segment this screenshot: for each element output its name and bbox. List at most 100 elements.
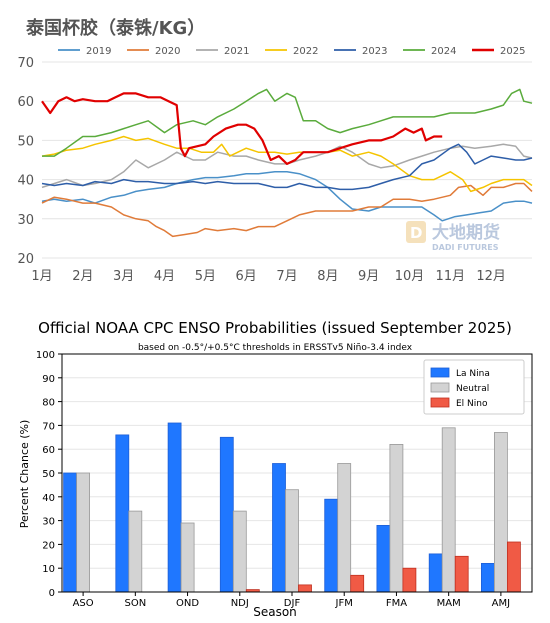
x-tick-label: 2月 xyxy=(72,269,93,284)
x-tick-label: FMA xyxy=(386,598,407,609)
bar-neutral xyxy=(493,432,508,593)
bar-la-nina xyxy=(63,472,77,593)
x-tick-label: MAM xyxy=(437,598,461,609)
enso-probability-chart: Official NOAA CPC ENSO Probabilities (is… xyxy=(18,319,533,619)
legend-label: 2023 xyxy=(362,46,387,57)
bar-neutral xyxy=(337,463,352,593)
y-tick-label: 100 xyxy=(36,350,55,361)
chart-subtitle: based on -0.5°/+0.5°C thresholds in ERSS… xyxy=(138,343,413,353)
x-tick-label: 12月 xyxy=(476,269,506,284)
series-line-2022 xyxy=(41,135,533,193)
legend-label: Neutral xyxy=(456,384,489,394)
y-tick-label: 70 xyxy=(42,421,55,432)
legend-label: El Nino xyxy=(456,399,488,409)
x-tick-label: OND xyxy=(176,598,199,609)
legend-swatch xyxy=(430,397,450,408)
legend-label: 2022 xyxy=(293,46,318,57)
y-tick-label: 20 xyxy=(17,252,34,267)
bar-el-nino xyxy=(298,584,312,593)
series-line-2024 xyxy=(42,88,533,157)
bar-la-nina xyxy=(115,434,130,593)
legend: 2019 2020 2021 2022 2023 2024 2025 xyxy=(58,46,525,57)
chart-title: Official NOAA CPC ENSO Probabilities (is… xyxy=(38,319,512,337)
y-tick-label: 40 xyxy=(17,174,34,189)
bars xyxy=(63,422,521,593)
bar-la-nina xyxy=(219,436,234,593)
legend-swatch xyxy=(430,367,450,378)
x-tick-label: 11月 xyxy=(436,269,466,284)
thai-cup-lump-price-chart: 泰国杯胶（泰铢/KG） 2019 2020 2021 2022 2023 2024 2025… xyxy=(17,17,533,284)
bar-neutral xyxy=(441,427,456,593)
legend: La Nina Neutral El Nino xyxy=(423,359,525,415)
bar-neutral xyxy=(128,510,143,593)
bar-la-nina xyxy=(324,498,339,593)
bar-el-nino xyxy=(454,555,469,593)
series-line-2020 xyxy=(41,182,533,238)
series-line-2019 xyxy=(41,171,533,222)
y-tick-label: 30 xyxy=(42,517,55,528)
x-tick-label: ASO xyxy=(73,598,94,609)
bar-neutral xyxy=(76,472,90,593)
watermark: D 大地期货 DADI FUTURES xyxy=(406,221,500,252)
bar-neutral xyxy=(232,510,247,593)
bar-la-nina xyxy=(376,524,391,593)
bar-la-nina xyxy=(428,553,443,593)
legend-label: 2019 xyxy=(86,46,111,57)
bar-la-nina xyxy=(272,463,286,593)
y-tick-label: 40 xyxy=(42,493,55,504)
x-tick-labels: 1月 2月 3月 4月 5月 6月 7月 8月 9月 10月 11月 12月 xyxy=(31,269,506,284)
y-tick-label: 20 xyxy=(42,540,55,551)
legend-label: 2021 xyxy=(224,46,249,57)
x-tick-label: 1月 xyxy=(31,269,52,284)
y-tick-label: 30 xyxy=(17,213,34,228)
x-tick-label: AMJ xyxy=(492,598,510,609)
bar-la-nina xyxy=(480,562,495,593)
watermark-cn: 大地期货 xyxy=(432,222,500,243)
x-tick-label: JFM xyxy=(335,598,353,609)
x-tick-label: 10月 xyxy=(395,269,425,284)
legend-label: 2024 xyxy=(431,46,456,57)
bar-el-nino xyxy=(350,574,365,593)
y-tick-label: 60 xyxy=(17,95,34,110)
series-line-2025 xyxy=(41,92,443,165)
y-axis-label: Percent Chance (%) xyxy=(18,420,31,529)
series-line-2021 xyxy=(41,143,533,189)
x-tick-label: 3月 xyxy=(113,269,134,284)
watermark-logo-letter: D xyxy=(410,224,422,242)
x-axis-label: Season xyxy=(253,605,297,619)
bar-el-nino xyxy=(402,567,417,593)
legend-label: La Nina xyxy=(456,369,490,379)
x-tick-label: DJF xyxy=(284,598,301,609)
x-tick-label: NDJ xyxy=(231,598,249,609)
bar-neutral xyxy=(389,443,404,593)
legend-label: 2025 xyxy=(500,46,525,57)
bar-el-nino xyxy=(506,541,521,593)
x-tick-label: 5月 xyxy=(195,269,216,284)
x-tick-label: 6月 xyxy=(236,269,257,284)
x-tick-label: 8月 xyxy=(317,269,338,284)
legend-swatch xyxy=(430,382,450,393)
legend-label: 2020 xyxy=(155,46,180,57)
series-lines xyxy=(41,88,533,238)
x-tick-labels: ASO SON OND NDJ DJF JFM FMA MAM AMJ xyxy=(73,592,510,609)
bar-neutral xyxy=(285,489,299,593)
x-tick-label: SON xyxy=(124,598,146,609)
y-tick-label: 60 xyxy=(42,445,55,456)
watermark-en: DADI FUTURES xyxy=(432,243,499,252)
y-tick-label: 50 xyxy=(42,469,55,480)
bar-neutral xyxy=(180,522,195,593)
y-tick-labels: 0 10 20 30 40 50 60 70 80 90 100 xyxy=(36,350,62,599)
y-tick-label: 80 xyxy=(42,398,55,409)
x-tick-label: 4月 xyxy=(154,269,175,284)
y-tick-label: 50 xyxy=(17,134,34,149)
watermark-logo-icon xyxy=(406,221,426,243)
y-tick-label: 0 xyxy=(49,588,55,599)
bar-la-nina xyxy=(167,422,182,593)
y-tick-label: 10 xyxy=(42,564,55,575)
y-tick-labels: 20 30 40 50 60 70 xyxy=(17,56,34,267)
x-tick-label: 9月 xyxy=(358,269,379,284)
y-tick-label: 70 xyxy=(17,56,34,71)
chart-title: 泰国杯胶（泰铢/KG） xyxy=(25,17,205,39)
x-tick-label: 7月 xyxy=(276,269,297,284)
y-tick-label: 90 xyxy=(42,374,55,385)
